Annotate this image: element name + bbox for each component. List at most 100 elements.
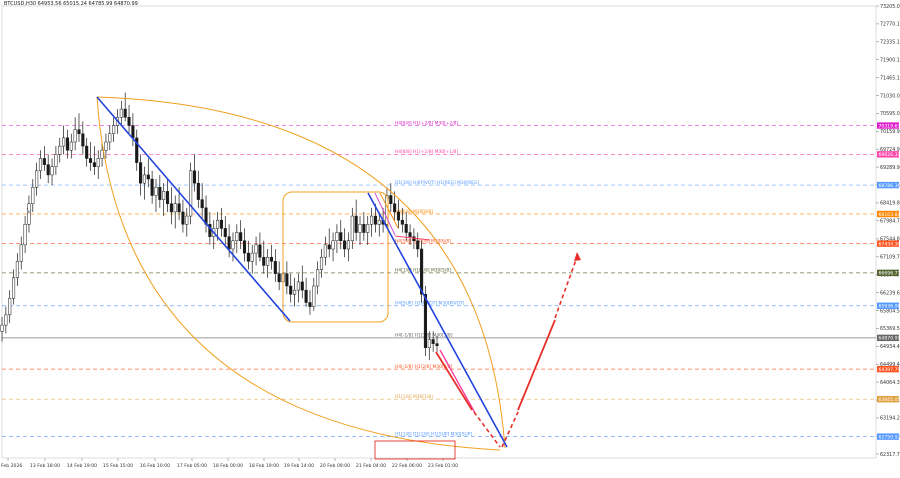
candle-body (1, 325, 4, 331)
price-tag-label: 63665.05 (879, 397, 900, 403)
candle-body (8, 298, 11, 314)
candle-body (182, 212, 185, 224)
candle-body (420, 249, 423, 294)
candle-body (58, 146, 61, 154)
candle-body (366, 224, 369, 232)
price-tag-label: 64870.99 (879, 336, 900, 342)
trendline-upper-left (97, 97, 290, 321)
projection-red-up (518, 320, 555, 410)
price-tag-label: 67434.30 (879, 241, 900, 247)
candle-body (232, 241, 235, 249)
projection-red-solid (436, 352, 472, 410)
target-box (375, 441, 455, 459)
price-tag-label: 62750.93 (879, 434, 900, 440)
y-tick-label: 71030.05 (880, 93, 900, 99)
candle-body (220, 220, 223, 228)
candle-body (70, 142, 73, 150)
candle-body (259, 245, 262, 257)
candle-body (270, 257, 273, 261)
candle-body (378, 220, 381, 224)
arrowhead (574, 252, 581, 261)
candle-body (436, 344, 439, 346)
candle-body (74, 130, 77, 142)
x-tick-label: 21 Feb 04:00 (356, 463, 386, 469)
symbol-header: BTCUSD,H30 64953.56 65015.24 64785.99 64… (4, 1, 138, 7)
candle-body (178, 204, 181, 212)
candle-body (155, 187, 158, 195)
price-tag-label: 69626.31 (879, 152, 900, 158)
candle-body (55, 154, 58, 166)
x-tick-label: 18 Feb 00:00 (213, 463, 243, 469)
candle-body (278, 274, 281, 282)
x-tick-label: 17 Feb 05:00 (177, 463, 207, 469)
level-label: D1[3/8] H4[PIVOT] H1[REG] M30[REG] (395, 180, 479, 186)
y-tick-label: 72335.15 (880, 40, 900, 46)
plot-frame (2, 6, 876, 458)
y-tick-label: 64064.35 (880, 380, 900, 386)
candle-body (147, 175, 150, 179)
candle-body (66, 138, 69, 150)
candle-body (201, 200, 204, 208)
candle-body (297, 282, 300, 290)
y-tick-label: 70595.05 (880, 111, 900, 117)
candle-body (128, 117, 131, 125)
candle-body (316, 270, 319, 286)
candle-body (274, 261, 277, 273)
candle-body (51, 167, 54, 175)
candle-body (170, 204, 173, 212)
x-tick-label: 20 Feb 09:00 (320, 463, 350, 469)
price-tag-label: 70319.63 (879, 123, 900, 129)
candle-body (255, 245, 258, 253)
candle-body (124, 109, 127, 117)
candle-body (324, 245, 327, 257)
candle-body (309, 302, 312, 306)
y-tick-label: 66239.65 (880, 290, 900, 296)
candle-body (424, 294, 427, 347)
candle-body (332, 241, 335, 249)
candle-body (143, 175, 146, 183)
candle-body (397, 212, 400, 220)
trendline-right (368, 193, 507, 447)
candle-body (224, 228, 227, 236)
y-tick-label: 64934.45 (880, 344, 900, 350)
candle-body (62, 138, 65, 146)
projection-pink (440, 350, 475, 413)
y-tick-label: 72770.15 (880, 22, 900, 28)
candle-body (359, 224, 362, 232)
level-label: H4[8/8] H1[+1/8] M30[+1/8] (395, 149, 458, 155)
candle-body (12, 278, 15, 299)
candle-body (93, 163, 96, 167)
y-tick-label: 63194.20 (880, 416, 900, 422)
x-tick-label: 14 Feb 19:00 (67, 463, 97, 469)
consolidation-box (283, 192, 388, 322)
x-tick-label: 13 Feb 18:00 (30, 463, 60, 469)
x-tick-label: 15 Feb 15:00 (103, 463, 133, 469)
y-tick-label: 70159.95 (880, 129, 900, 135)
candle-body (97, 158, 100, 166)
candle-body (132, 126, 135, 138)
candle-body (85, 146, 88, 158)
candle-body (351, 216, 354, 241)
candle-body (401, 220, 404, 224)
price-tag-label: 68786.36 (879, 183, 900, 189)
x-tick-label: 16 Feb 10:00 (140, 463, 170, 469)
candle-body (228, 237, 231, 249)
candle-body (328, 245, 331, 249)
y-tick-label: 69289.90 (880, 165, 900, 171)
projection-red-dash-final (555, 257, 577, 318)
candle-body (162, 191, 165, 199)
symbol-line: BTCUSD,H30 64953.56 65015.24 64785.99 64… (4, 1, 138, 7)
candle-body (78, 130, 81, 134)
candle-body (286, 274, 289, 286)
level-label: H4[8/8] H1[+2/8] M30[+2/8] (395, 120, 458, 126)
x-tick-label: 18 Feb 19:00 (249, 463, 279, 469)
candle-body (151, 179, 154, 195)
candle-body (347, 241, 350, 249)
candle-body (343, 241, 346, 249)
candle-body (336, 233, 339, 241)
candle-body (89, 158, 92, 162)
candle-body (31, 187, 34, 203)
candle-body (305, 290, 308, 302)
candle-body (193, 171, 196, 183)
